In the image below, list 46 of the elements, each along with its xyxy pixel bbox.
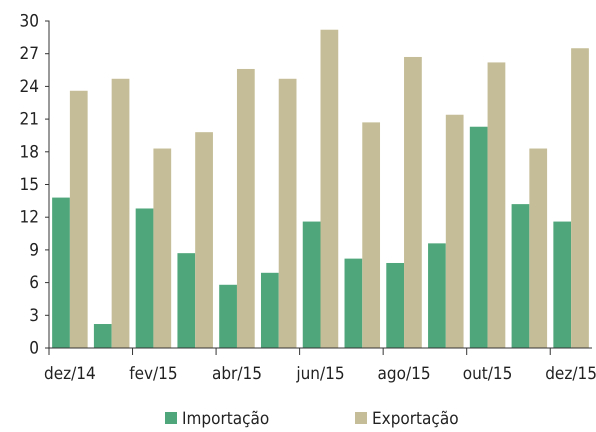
x-tick-label: fev/15 <box>129 364 178 384</box>
bar <box>553 222 572 348</box>
y-tick-label: 6 <box>29 273 39 294</box>
bar <box>446 114 464 348</box>
bar <box>52 198 70 348</box>
y-tick-label: 9 <box>29 240 39 260</box>
x-tick-label: dez/15 <box>545 364 596 384</box>
bar <box>362 122 380 348</box>
y-tick-label: 12 <box>20 208 39 228</box>
bar <box>344 258 362 348</box>
y-tick-label: 24 <box>20 76 39 97</box>
bar <box>278 78 296 348</box>
bar <box>153 148 172 348</box>
bar <box>302 222 320 348</box>
x-tick-label: dez/14 <box>44 364 96 384</box>
y-tick-label: 3 <box>29 306 39 326</box>
legend-label: Exportação <box>372 409 459 429</box>
y-tick-label: 30 <box>20 11 39 32</box>
bar <box>219 284 237 348</box>
y-tick-label: 18 <box>20 142 39 162</box>
bar <box>428 243 446 348</box>
bar <box>512 204 530 348</box>
bar <box>488 62 506 348</box>
y-tick-label: 0 <box>29 338 39 358</box>
bar <box>404 56 422 348</box>
bar <box>177 253 196 348</box>
x-tick-label: jun/15 <box>295 364 345 384</box>
bar <box>195 132 213 348</box>
x-tick-label: abr/15 <box>212 364 262 384</box>
bar <box>386 262 404 348</box>
bar <box>94 324 112 348</box>
x-tick-label: out/15 <box>462 364 512 384</box>
x-tick-label: ago/15 <box>378 364 431 384</box>
bar <box>529 148 548 348</box>
bar <box>320 30 338 348</box>
legend-label: Importação <box>182 409 270 429</box>
y-tick-label: 21 <box>20 110 39 130</box>
bar <box>112 78 130 348</box>
bar <box>260 272 279 348</box>
bar <box>470 126 488 348</box>
y-tick-label: 27 <box>20 44 39 64</box>
bar <box>136 208 154 348</box>
bar <box>236 68 255 348</box>
bar <box>70 90 88 348</box>
y-tick-label: 15 <box>20 174 39 195</box>
bar <box>571 48 589 348</box>
